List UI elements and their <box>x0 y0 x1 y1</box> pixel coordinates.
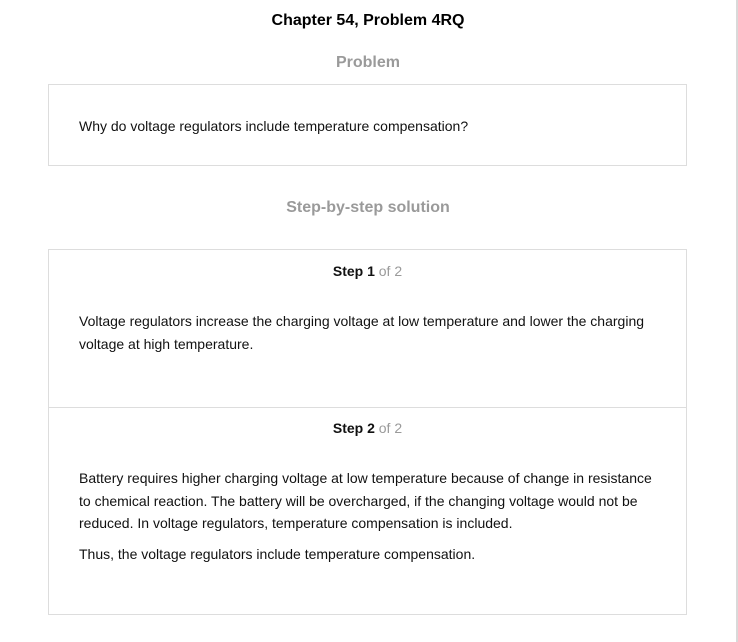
step-2-paragraph-2: Thus, the voltage regulators include tem… <box>79 545 476 562</box>
step-2-paragraph-1: Battery requires higher charging voltage… <box>79 470 652 531</box>
page-right-border <box>736 0 738 642</box>
step-2-count: of 2 <box>378 420 403 436</box>
problem-text: Why do voltage regulators include temper… <box>79 118 469 134</box>
solution-steps-box: Step 1 of 2 Voltage regulators increase … <box>48 249 687 615</box>
solution-heading: Step-by-step solution <box>286 199 450 216</box>
step-2-header: Step 2 of 2 <box>49 420 686 436</box>
page-title: Chapter 54, Problem 4RQ <box>271 12 465 29</box>
step-2-label: Step 2 <box>332 420 375 436</box>
step-1-label: Step 1 <box>332 263 375 279</box>
step-1-count: of 2 <box>378 263 403 279</box>
step-1-paragraph: Voltage regulators increase the charging… <box>79 313 645 352</box>
problem-heading: Problem <box>335 54 400 71</box>
step-1: Step 1 of 2 Voltage regulators increase … <box>49 250 686 408</box>
step-2: Step 2 of 2 Battery requires higher char… <box>49 407 686 614</box>
step-1-header: Step 1 of 2 <box>49 263 686 279</box>
step-1-body: Voltage regulators increase the charging… <box>79 310 656 363</box>
problem-box: Why do voltage regulators include temper… <box>48 84 687 166</box>
step-2-body: Battery requires higher charging voltage… <box>79 467 656 573</box>
